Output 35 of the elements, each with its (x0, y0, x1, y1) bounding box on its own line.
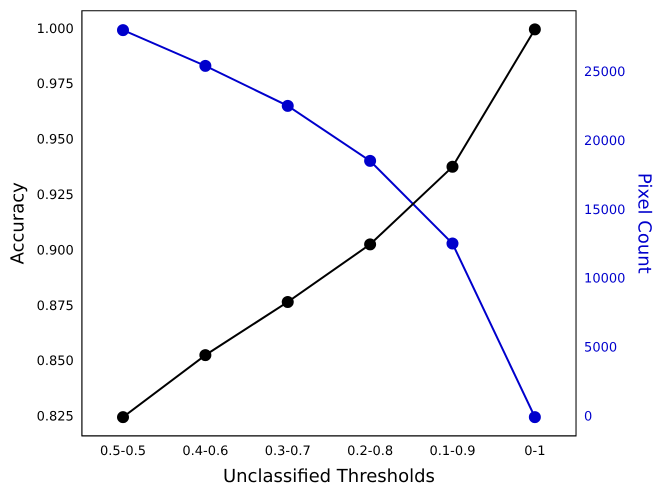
x-tick-label: 0.1-0.9 (429, 444, 476, 459)
x-tick-label: 0.4-0.6 (182, 444, 228, 459)
x-axis-title: Unclassified Thresholds (222, 466, 435, 487)
x-tick-label: 0.3-0.7 (264, 444, 311, 459)
y-tick-label: 0.850 (36, 354, 74, 370)
y-tick-label: 0.875 (36, 298, 74, 314)
y-tick-label: 1.000 (36, 22, 74, 37)
point (282, 100, 294, 112)
y2-tick-label: 0 (584, 409, 592, 424)
point (199, 349, 212, 362)
point (364, 154, 376, 167)
y-tick-label: 0.975 (36, 77, 74, 92)
x-tick-label: 0-1 (524, 444, 546, 459)
point (117, 411, 129, 424)
y2-axis-title: Pixel Count (634, 172, 655, 274)
y-tick-label: 0.925 (36, 188, 74, 203)
point (364, 238, 376, 250)
x-tick-label: 0.2-0.8 (347, 444, 394, 459)
x-tick-label: 0.5-0.5 (100, 444, 146, 459)
y-axis-title: Accuracy (7, 182, 28, 264)
y2-tick-label: 10000 (584, 272, 626, 287)
point (528, 23, 541, 36)
y2-tick-label: 15000 (584, 202, 626, 218)
y-tick-label: 0.950 (36, 132, 74, 148)
y2-tick-label: 20000 (584, 134, 626, 150)
y-tick-label: 0.825 (36, 410, 74, 425)
y-tick-label: 0.900 (36, 243, 74, 258)
point (199, 60, 212, 72)
point (446, 238, 458, 250)
point (282, 296, 294, 308)
point (117, 24, 129, 36)
y2-tick-label: 25000 (584, 65, 626, 80)
point (446, 160, 458, 173)
y2-tick-label: 5000 (584, 340, 618, 356)
point (528, 411, 541, 424)
